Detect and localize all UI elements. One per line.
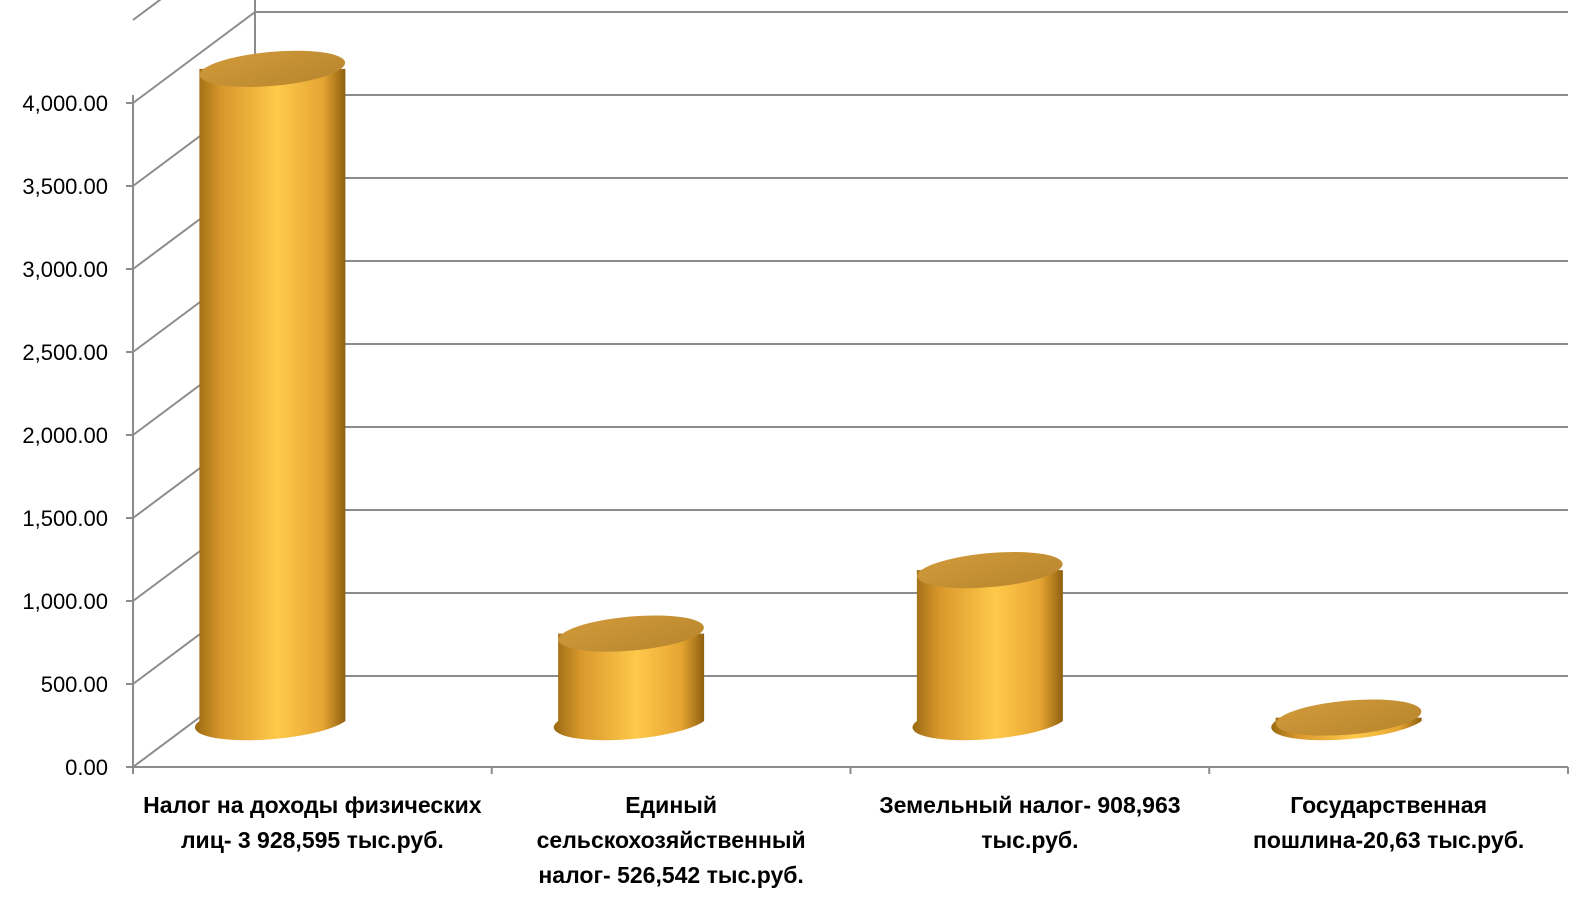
x-tick-label: Земельный налог- 908,963 тыс.руб.: [879, 792, 1181, 853]
bar-top: [1275, 699, 1422, 736]
bars: [194, 50, 1422, 741]
y-tick-label: 0.00: [65, 755, 108, 780]
y-tick-label: 1,000.00: [22, 589, 108, 614]
y-tick-label: 3,500.00: [22, 174, 108, 199]
x-tick-label: Налог на доходы физических лиц- 3 928,59…: [143, 792, 482, 853]
y-tick-labels: 0.00 500.00 1,000.00 1,500.00 2,000.00 2,500.…: [22, 91, 108, 780]
bar: [1271, 699, 1422, 741]
x-tick-label: Единый сельскохозяйственный налог- 526,5…: [536, 792, 806, 888]
gridlines: [132, 0, 1568, 768]
axes: [126, 95, 1569, 774]
bar-body: [912, 570, 1063, 741]
bar: [553, 615, 705, 741]
bar: [194, 50, 346, 741]
bar-top: [558, 615, 704, 652]
y-tick-label: 4,000.00: [22, 91, 108, 116]
wall-line: [132, 11, 256, 104]
bar-body: [194, 68, 346, 741]
x-tick-label: Государственная пошлина-20,63 тыс.руб.: [1252, 792, 1525, 853]
y-tick-label: 2,000.00: [22, 423, 108, 448]
y-tick-label: 500.00: [41, 672, 108, 697]
y-tick-label: 2,500.00: [22, 340, 108, 365]
bar-body: [553, 633, 705, 741]
bar: [912, 552, 1063, 741]
bar-top: [199, 50, 346, 87]
y-tick-label: 1,500.00: [22, 506, 108, 531]
bar-top: [917, 552, 1063, 589]
y-tick-label: 3,000.00: [22, 257, 108, 282]
wall-line: [132, 0, 162, 21]
